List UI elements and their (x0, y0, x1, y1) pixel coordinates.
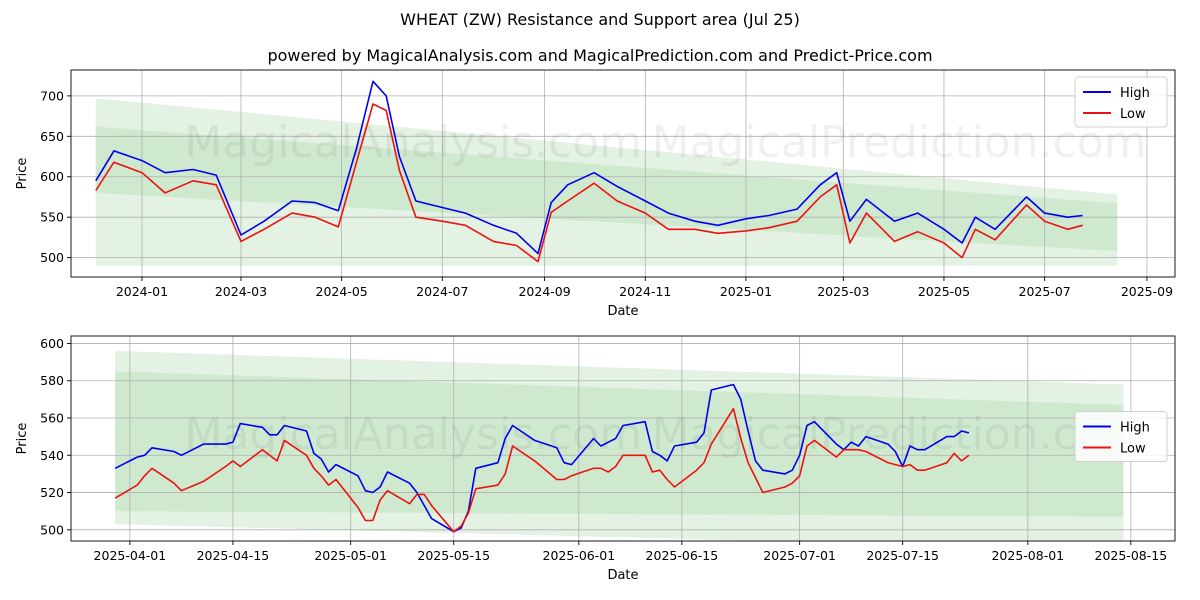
x-tick-label: 2025-01 (720, 284, 772, 299)
legend-box (1074, 76, 1168, 128)
x-tick-label: 2025-05-01 (314, 548, 387, 563)
high-series-line (114, 383, 970, 533)
x-tick-label: 2025-08-01 (991, 548, 1064, 563)
y-tick-label: 500 (40, 522, 64, 537)
x-tick-label: 2025-06-15 (646, 548, 719, 563)
high-series-line (95, 80, 1083, 255)
x-tick-label: 2025-05-15 (417, 548, 490, 563)
y-tick-label: 700 (40, 88, 64, 103)
watermark-text: MagicalPrediction.com (652, 117, 1147, 168)
watermark-text: MagicalAnalysis.com (184, 409, 642, 460)
low-legend-label: Low (1120, 442, 1146, 457)
x-tick-label: 2025-03 (817, 284, 869, 299)
bottom-chart-panel: MagicalAnalysis.com MagicalPrediction.com… (15, 335, 1176, 583)
plot-area: MagicalAnalysis.com MagicalPrediction.com (71, 336, 1175, 541)
y-axis-label: Price (15, 423, 30, 455)
x-axis-label: Date (607, 304, 638, 319)
y-tick-label: 600 (40, 169, 64, 184)
x-tick-label: 2024-01 (116, 284, 168, 299)
legend: High Low (1074, 76, 1168, 128)
plot-area: MagicalAnalysis.com MagicalPrediction.com (71, 70, 1175, 277)
y-tick-label: 580 (40, 373, 64, 388)
top-chart-panel: MagicalAnalysis.com MagicalPrediction.com… (15, 69, 1176, 319)
y-tick-label: 650 (40, 129, 64, 144)
y-tick-label: 540 (40, 448, 64, 463)
high-legend-label: High (1120, 421, 1150, 436)
high-legend-label: High (1120, 86, 1150, 101)
y-tick-label: 600 (40, 336, 64, 351)
y-axis-label: Price (15, 158, 30, 190)
x-tick-label: 2025-05 (918, 284, 970, 299)
watermark-text: MagicalPrediction.com (652, 409, 1147, 460)
x-tick-label: 2025-08-15 (1095, 548, 1168, 563)
x-tick-label: 2025-06-01 (543, 548, 616, 563)
chart-subtitle: powered by MagicalAnalysis.com and Magic… (267, 46, 933, 65)
y-tick-label: 550 (40, 210, 64, 225)
x-axis-label: Date (607, 568, 638, 583)
y-tick-label: 500 (40, 250, 64, 265)
y-tick-label: 520 (40, 485, 64, 500)
low-legend-label: Low (1120, 107, 1146, 122)
x-tick-label: 2025-07-15 (866, 548, 939, 563)
axes-frame (70, 69, 1176, 278)
axes-frame (70, 335, 1176, 542)
legend: High Low (1074, 411, 1168, 462)
x-tick-label: 2024-09 (518, 284, 570, 299)
low-series-line (95, 103, 1083, 263)
legend-box (1074, 411, 1168, 462)
chart-title: WHEAT (ZW) Resistance and Support area (… (400, 10, 800, 29)
x-tick-label: 2024-05 (316, 284, 368, 299)
inner-band (115, 371, 1124, 517)
x-tick-label: 2024-11 (619, 284, 671, 299)
x-tick-label: 2025-04-15 (197, 548, 270, 563)
x-tick-label: 2025-09 (1121, 284, 1173, 299)
x-tick-label: 2024-07 (416, 284, 468, 299)
x-tick-label: 2024-03 (215, 284, 267, 299)
x-tick-label: 2025-07 (1019, 284, 1071, 299)
low-series-line (114, 407, 970, 533)
watermark-text: MagicalAnalysis.com (184, 117, 642, 168)
x-tick-label: 2025-04-01 (94, 548, 167, 563)
y-tick-label: 560 (40, 411, 64, 426)
x-tick-label: 2025-07-01 (763, 548, 836, 563)
